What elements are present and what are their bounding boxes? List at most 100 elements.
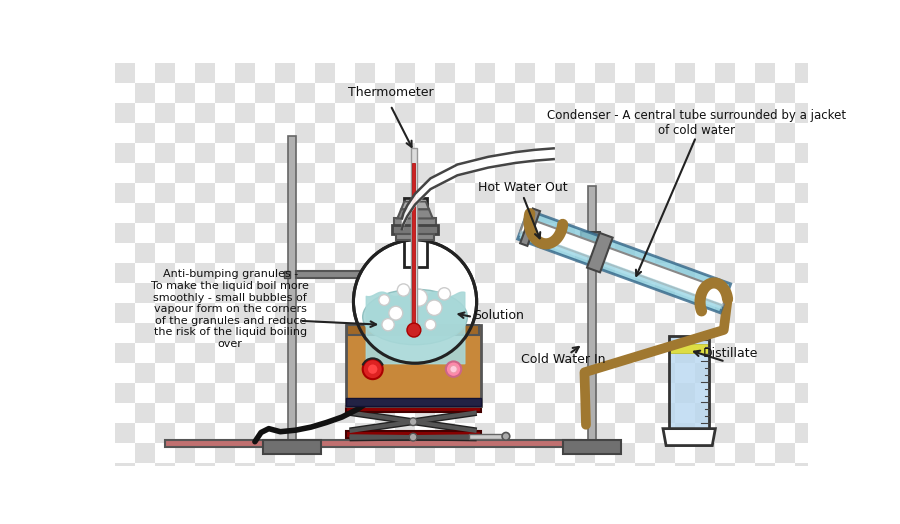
Bar — [215, 383, 235, 403]
Bar — [796, 123, 815, 143]
Bar — [415, 423, 435, 443]
Bar — [274, 383, 295, 403]
Bar — [355, 183, 375, 203]
Bar — [635, 283, 655, 303]
Bar — [635, 403, 655, 423]
Circle shape — [389, 306, 402, 320]
Bar — [555, 103, 575, 123]
Bar — [696, 303, 716, 323]
Bar — [295, 123, 315, 143]
Bar — [755, 223, 776, 243]
Bar — [395, 63, 415, 83]
Bar — [375, 383, 395, 403]
Bar — [495, 243, 515, 263]
Bar — [675, 303, 696, 323]
Bar — [175, 223, 194, 243]
Bar — [655, 423, 675, 443]
Bar — [135, 423, 155, 443]
Bar — [274, 123, 295, 143]
Bar — [455, 143, 475, 163]
Bar — [375, 123, 395, 143]
Bar — [295, 263, 315, 283]
Bar — [495, 363, 515, 383]
Bar — [255, 263, 274, 283]
Bar — [455, 243, 475, 263]
Bar — [562, 440, 621, 454]
Bar — [215, 423, 235, 443]
Bar — [635, 183, 655, 203]
Bar — [675, 103, 696, 123]
Bar — [696, 103, 716, 123]
Bar — [115, 283, 135, 303]
Bar — [595, 163, 616, 183]
Bar — [616, 403, 635, 423]
Bar — [495, 383, 515, 403]
Bar — [355, 363, 375, 383]
Bar — [796, 203, 815, 223]
Bar — [735, 463, 755, 483]
Bar — [155, 163, 175, 183]
Bar — [355, 283, 375, 303]
Bar — [655, 443, 675, 463]
Bar — [755, 423, 776, 443]
Bar — [235, 423, 255, 443]
Bar — [175, 303, 194, 323]
Bar — [295, 83, 315, 103]
Bar — [274, 283, 295, 303]
Text: Thermometer: Thermometer — [347, 85, 433, 99]
Bar — [435, 463, 455, 483]
Bar — [555, 383, 575, 403]
Circle shape — [363, 359, 382, 379]
Bar — [263, 440, 321, 454]
Bar — [536, 123, 555, 143]
Bar — [555, 203, 575, 223]
Bar — [595, 243, 616, 263]
Bar — [215, 363, 235, 383]
Bar — [235, 203, 255, 223]
Bar — [796, 263, 815, 283]
Polygon shape — [663, 429, 716, 445]
Bar — [669, 336, 709, 429]
Bar — [776, 263, 796, 283]
Bar — [755, 443, 776, 463]
Bar — [635, 203, 655, 223]
Bar — [455, 103, 475, 123]
Bar — [455, 443, 475, 463]
Bar — [415, 243, 435, 263]
Bar — [735, 323, 755, 343]
Bar — [776, 423, 796, 443]
Bar — [215, 223, 235, 243]
Bar — [415, 403, 435, 423]
Bar — [415, 203, 435, 223]
Bar — [655, 363, 675, 383]
Bar — [796, 383, 815, 403]
Bar — [735, 263, 755, 283]
Bar — [536, 283, 555, 303]
Bar — [616, 183, 635, 203]
Bar — [616, 283, 635, 303]
Bar — [295, 403, 315, 423]
Bar — [135, 123, 155, 143]
Bar — [595, 283, 616, 303]
Bar — [616, 163, 635, 183]
Bar — [115, 163, 135, 183]
Bar — [435, 243, 455, 263]
Bar — [595, 323, 616, 343]
Bar — [135, 243, 155, 263]
Bar — [536, 463, 555, 483]
Bar — [194, 363, 215, 383]
Bar — [394, 219, 436, 226]
Bar — [335, 383, 355, 403]
Bar — [175, 83, 194, 103]
Bar — [175, 423, 194, 443]
Bar — [315, 443, 335, 463]
Bar — [616, 263, 635, 283]
Bar — [115, 123, 135, 143]
Bar — [455, 63, 475, 83]
Bar — [475, 363, 495, 383]
Bar — [716, 423, 735, 443]
Bar — [716, 203, 735, 223]
Bar — [575, 223, 595, 243]
Bar — [776, 223, 796, 243]
Bar — [696, 403, 716, 423]
